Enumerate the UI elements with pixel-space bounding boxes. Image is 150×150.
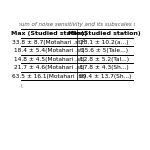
Text: 21.7 ± 4.6(Motahari .st): 21.7 ± 4.6(Motahari .st): [14, 65, 84, 70]
Text: 18.4 ± 5.4(Motahari .st): 18.4 ± 5.4(Motahari .st): [14, 48, 84, 53]
Text: inimum of noise sensitivity and its subscales scor: inimum of noise sensitivity and its subs…: [9, 22, 145, 27]
Text: 14.8 ± 4.5(Motahari .st): 14.8 ± 4.5(Motahari .st): [14, 57, 84, 62]
Text: 12.8 ± 5.2(Tal...): 12.8 ± 5.2(Tal...): [80, 57, 129, 62]
Text: Min(Studied station): Min(Studied station): [68, 31, 141, 36]
Text: 63.5 ± 16.1(Motahari .st): 63.5 ± 16.1(Motahari .st): [12, 74, 86, 79]
Text: 33.8 ± 8.7(Motahari .st)²: 33.8 ± 8.7(Motahari .st)²: [12, 39, 85, 45]
Text: 15.6 ± 5(Tale...): 15.6 ± 5(Tale...): [81, 48, 128, 53]
Text: 28.1 ± 10.2(a...): 28.1 ± 10.2(a...): [80, 40, 129, 45]
Text: 17.8 ± 4.3(Sh...): 17.8 ± 4.3(Sh...): [80, 65, 129, 70]
Text: t: t: [21, 84, 23, 89]
Text: Max (Studied station): Max (Studied station): [11, 31, 87, 36]
Text: 59.4 ± 13.7(Sh...): 59.4 ± 13.7(Sh...): [79, 74, 131, 79]
